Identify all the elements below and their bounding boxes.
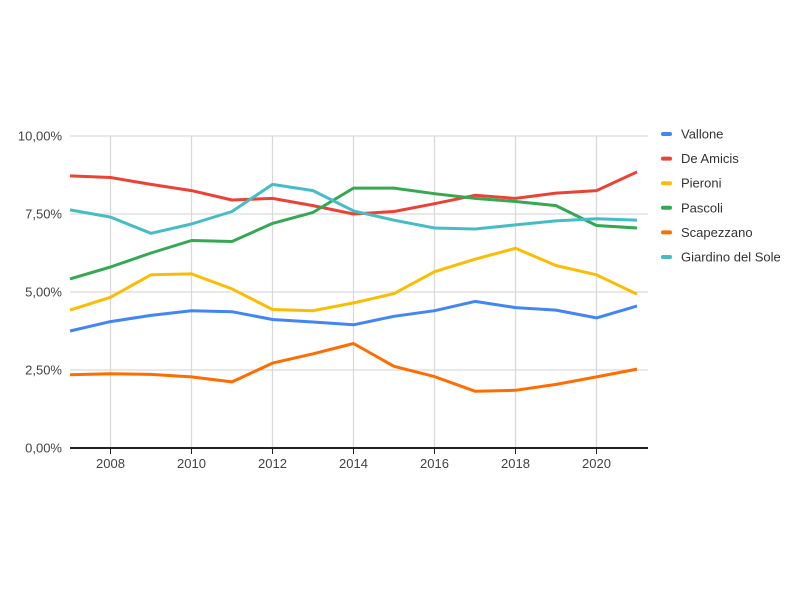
legend-swatch-de-amicis	[661, 156, 672, 161]
legend-item-scapezzano: Scapezzano	[661, 225, 753, 240]
x-tick-label: 2016	[420, 456, 449, 471]
legend-swatch-pascoli	[661, 205, 672, 210]
legend-item-vallone: Vallone	[661, 127, 723, 142]
y-tick-label: 0,00%	[25, 441, 62, 456]
legend-label-de-amicis: De Amicis	[681, 151, 739, 166]
x-tick-label: 2008	[96, 456, 125, 471]
legend-item-de-amicis: De Amicis	[661, 151, 739, 166]
x-tick-label: 2020	[582, 456, 611, 471]
legend-label-scapezzano: Scapezzano	[681, 225, 753, 240]
y-tick-label: 5,00%	[25, 285, 62, 300]
y-tick-label: 2,50%	[25, 363, 62, 378]
series-line-giardino-del-sole	[69, 182, 638, 235]
legend-label-giardino-del-sole: Giardino del Sole	[681, 250, 781, 265]
series-line-de-amicis	[69, 170, 638, 216]
legend-label-pascoli: Pascoli	[681, 200, 723, 215]
x-tick-label: 2010	[177, 456, 206, 471]
series-line-pieroni	[69, 246, 638, 313]
x-tick-label: 2012	[258, 456, 287, 471]
legend-swatch-giardino-del-sole	[661, 255, 672, 259]
series-line-vallone	[69, 299, 638, 333]
legend-swatch-vallone	[661, 132, 672, 136]
legend-label-pieroni: Pieroni	[681, 176, 722, 191]
legend-item-giardino-del-sole: Giardino del Sole	[661, 250, 781, 265]
series-line-scapezzano	[69, 342, 638, 393]
x-tick-label: 2014	[339, 456, 368, 471]
legend-swatch-pieroni	[661, 181, 672, 186]
y-tick-label: 10,00%	[18, 129, 63, 144]
legend-item-pascoli: Pascoli	[661, 200, 723, 215]
legend-swatch-scapezzano	[661, 230, 672, 235]
series-line-pascoli	[69, 186, 638, 281]
x-tick-label: 2018	[501, 456, 530, 471]
legend-label-vallone: Vallone	[681, 127, 723, 142]
legend-item-pieroni: Pieroni	[661, 176, 722, 191]
y-tick-label: 7,50%	[25, 207, 62, 222]
